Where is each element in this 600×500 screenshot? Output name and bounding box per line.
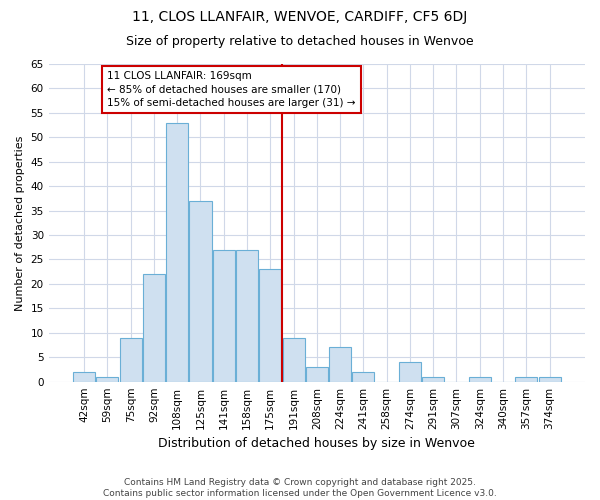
Bar bbox=[515, 377, 538, 382]
Bar bbox=[143, 274, 165, 382]
X-axis label: Distribution of detached houses by size in Wenvoe: Distribution of detached houses by size … bbox=[158, 437, 475, 450]
Bar bbox=[399, 362, 421, 382]
Text: Size of property relative to detached houses in Wenvoe: Size of property relative to detached ho… bbox=[126, 35, 474, 48]
Bar bbox=[352, 372, 374, 382]
Bar bbox=[212, 250, 235, 382]
Text: 11 CLOS LLANFAIR: 169sqm
← 85% of detached houses are smaller (170)
15% of semi-: 11 CLOS LLANFAIR: 169sqm ← 85% of detach… bbox=[107, 72, 356, 108]
Bar bbox=[166, 122, 188, 382]
Bar bbox=[329, 348, 351, 382]
Bar bbox=[259, 270, 281, 382]
Bar bbox=[97, 377, 118, 382]
Bar bbox=[190, 201, 212, 382]
Text: Contains HM Land Registry data © Crown copyright and database right 2025.
Contai: Contains HM Land Registry data © Crown c… bbox=[103, 478, 497, 498]
Bar bbox=[283, 338, 305, 382]
Bar bbox=[469, 377, 491, 382]
Bar bbox=[73, 372, 95, 382]
Y-axis label: Number of detached properties: Number of detached properties bbox=[15, 135, 25, 310]
Bar bbox=[119, 338, 142, 382]
Text: 11, CLOS LLANFAIR, WENVOE, CARDIFF, CF5 6DJ: 11, CLOS LLANFAIR, WENVOE, CARDIFF, CF5 … bbox=[133, 10, 467, 24]
Bar bbox=[306, 367, 328, 382]
Bar bbox=[539, 377, 560, 382]
Bar bbox=[236, 250, 258, 382]
Bar bbox=[422, 377, 444, 382]
